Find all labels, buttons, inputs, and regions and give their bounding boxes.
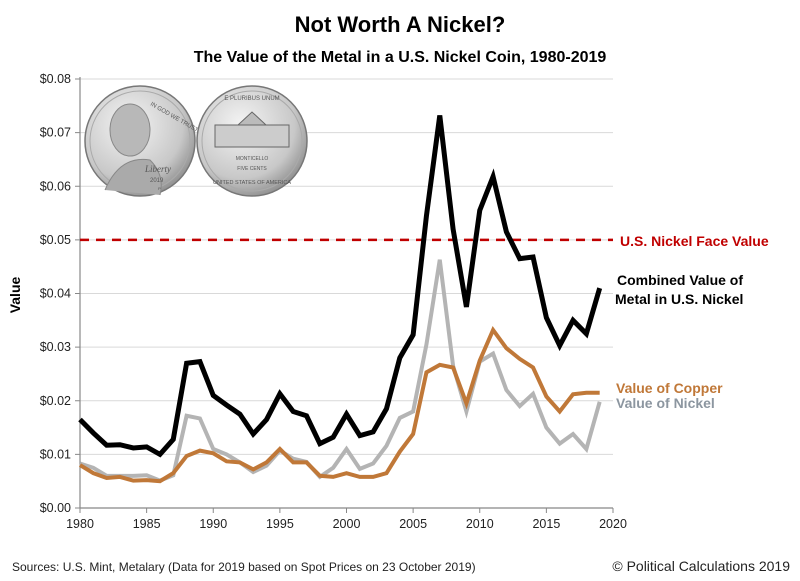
y-tick-label: $0.08 bbox=[40, 72, 71, 86]
y-tick-label: $0.06 bbox=[40, 179, 71, 193]
series-group bbox=[78, 115, 613, 484]
svg-text:UNITED STATES OF AMERICA: UNITED STATES OF AMERICA bbox=[213, 180, 291, 186]
x-tick-label: 2005 bbox=[399, 517, 427, 531]
y-tick-label: $0.02 bbox=[40, 394, 71, 408]
combined-label-line2: Metal in U.S. Nickel bbox=[615, 291, 743, 307]
nickel-value-line bbox=[79, 259, 602, 483]
svg-text:Liberty: Liberty bbox=[144, 164, 171, 174]
y-axis-label: Value bbox=[7, 277, 23, 314]
y-tick-label: $0.07 bbox=[40, 126, 71, 140]
x-tick-label: 1980 bbox=[66, 517, 94, 531]
svg-text:2019: 2019 bbox=[150, 178, 164, 184]
y-tick-label: $0.03 bbox=[40, 340, 71, 354]
x-tick-label: 1995 bbox=[266, 517, 294, 531]
sources-note: Sources: U.S. Mint, Metalary (Data for 2… bbox=[12, 560, 476, 574]
svg-text:MONTICELLO: MONTICELLO bbox=[236, 156, 269, 162]
combined-label-line1: Combined Value of bbox=[617, 272, 743, 288]
x-tick-label: 2000 bbox=[333, 517, 361, 531]
axes: $0.00 $0.01 $0.02 $0.03 $0.04 $0.05 $0.06 $0.07… bbox=[40, 72, 627, 531]
svg-text:FIVE CENTS: FIVE CENTS bbox=[237, 166, 267, 172]
y-tick-label: $0.00 bbox=[40, 501, 71, 515]
x-tick-label: 2020 bbox=[599, 517, 627, 531]
nickel-coin-images: IN GOD WE TRUST Liberty 2019 P E PLURIBU… bbox=[84, 85, 308, 197]
nickel-label: Value of Nickel bbox=[616, 395, 715, 411]
x-tick-label: 1990 bbox=[199, 517, 227, 531]
x-tick-label: 1985 bbox=[133, 517, 161, 531]
y-tick-label: $0.05 bbox=[40, 233, 71, 247]
copper-label: Value of Copper bbox=[616, 380, 723, 396]
coin-obverse: IN GOD WE TRUST Liberty 2019 P bbox=[84, 85, 199, 197]
combined-value-line bbox=[78, 115, 603, 458]
x-tick-label: 2010 bbox=[466, 517, 494, 531]
svg-text:P: P bbox=[158, 186, 161, 191]
y-tick-label: $0.04 bbox=[40, 287, 71, 301]
svg-text:E PLURIBUS UNUM: E PLURIBUS UNUM bbox=[224, 96, 279, 102]
chart-subtitle: The Value of the Metal in a U.S. Nickel … bbox=[194, 49, 607, 66]
chart-title: Not Worth A Nickel? bbox=[295, 12, 506, 37]
x-tick-label: 2015 bbox=[532, 517, 560, 531]
copyright: © Political Calculations 2019 bbox=[612, 558, 790, 574]
reference-line-label: U.S. Nickel Face Value bbox=[620, 233, 769, 249]
copper-value-line bbox=[78, 325, 600, 484]
y-tick-label: $0.01 bbox=[40, 447, 71, 461]
coin-reverse: E PLURIBUS UNUM MONTICELLO FIVE CENTS UN… bbox=[196, 85, 308, 197]
